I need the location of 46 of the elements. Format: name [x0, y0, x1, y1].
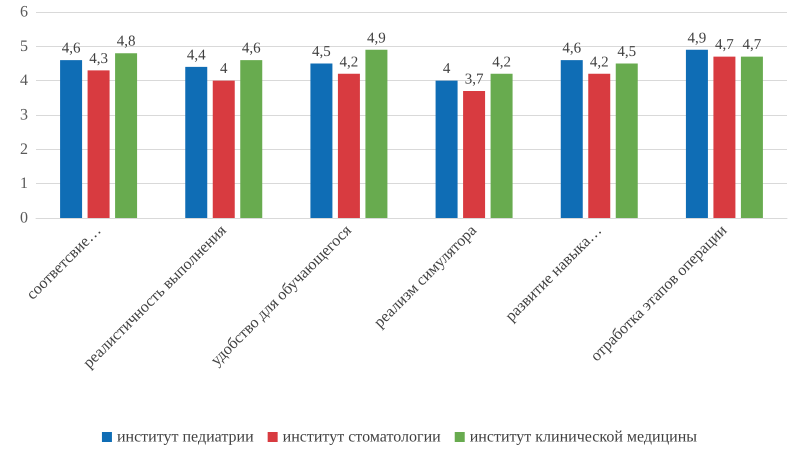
data-label: 4,7: [715, 37, 734, 54]
data-label: 4: [442, 61, 451, 78]
bar: [310, 64, 332, 218]
bar: [713, 56, 736, 218]
data-label: 4,2: [492, 54, 511, 70]
y-tick-label: 2: [20, 140, 28, 158]
legend-label: институт стоматологии: [282, 428, 442, 446]
data-label: 4,2: [590, 54, 609, 70]
data-label: 4: [220, 61, 228, 78]
y-tick-label: 6: [20, 4, 28, 20]
legend-label: институт клинической медицины: [470, 428, 698, 446]
y-tick-label: 3: [20, 106, 28, 124]
data-label: 3,7: [464, 71, 484, 88]
data-label: 4,6: [62, 40, 81, 57]
data-label: 4,8: [116, 34, 136, 50]
data-label: 4,6: [562, 40, 582, 57]
y-tick-label: 5: [20, 38, 28, 55]
bar: [60, 60, 82, 218]
bar: [740, 56, 763, 218]
data-label: 4,4: [186, 47, 206, 64]
bar: [560, 60, 583, 218]
bar: [616, 64, 638, 218]
bar: [338, 74, 360, 218]
data-label: 4,5: [617, 44, 636, 60]
bar: [115, 53, 138, 218]
y-tick-label: 1: [20, 175, 28, 192]
data-label: 4,5: [312, 44, 331, 60]
bar: [212, 80, 235, 218]
bar: [240, 60, 262, 218]
data-label: 4,9: [367, 30, 386, 46]
bar: [686, 50, 708, 218]
bar: [463, 90, 486, 218]
data-label: 4,9: [688, 30, 706, 46]
y-tick-label: 4: [20, 72, 28, 90]
y-tick-label: 0: [20, 210, 28, 226]
bar: [185, 66, 208, 218]
legend-label: институт педиатрии: [116, 428, 254, 446]
bar: [88, 70, 110, 218]
bar: [436, 80, 458, 218]
data-label: 4,2: [340, 54, 358, 70]
bar: [365, 50, 388, 218]
data-label: 4,7: [742, 37, 762, 54]
bar: [588, 74, 610, 218]
data-label: 4,3: [89, 50, 108, 67]
data-label: 4,6: [242, 40, 262, 57]
bar: [490, 74, 513, 218]
